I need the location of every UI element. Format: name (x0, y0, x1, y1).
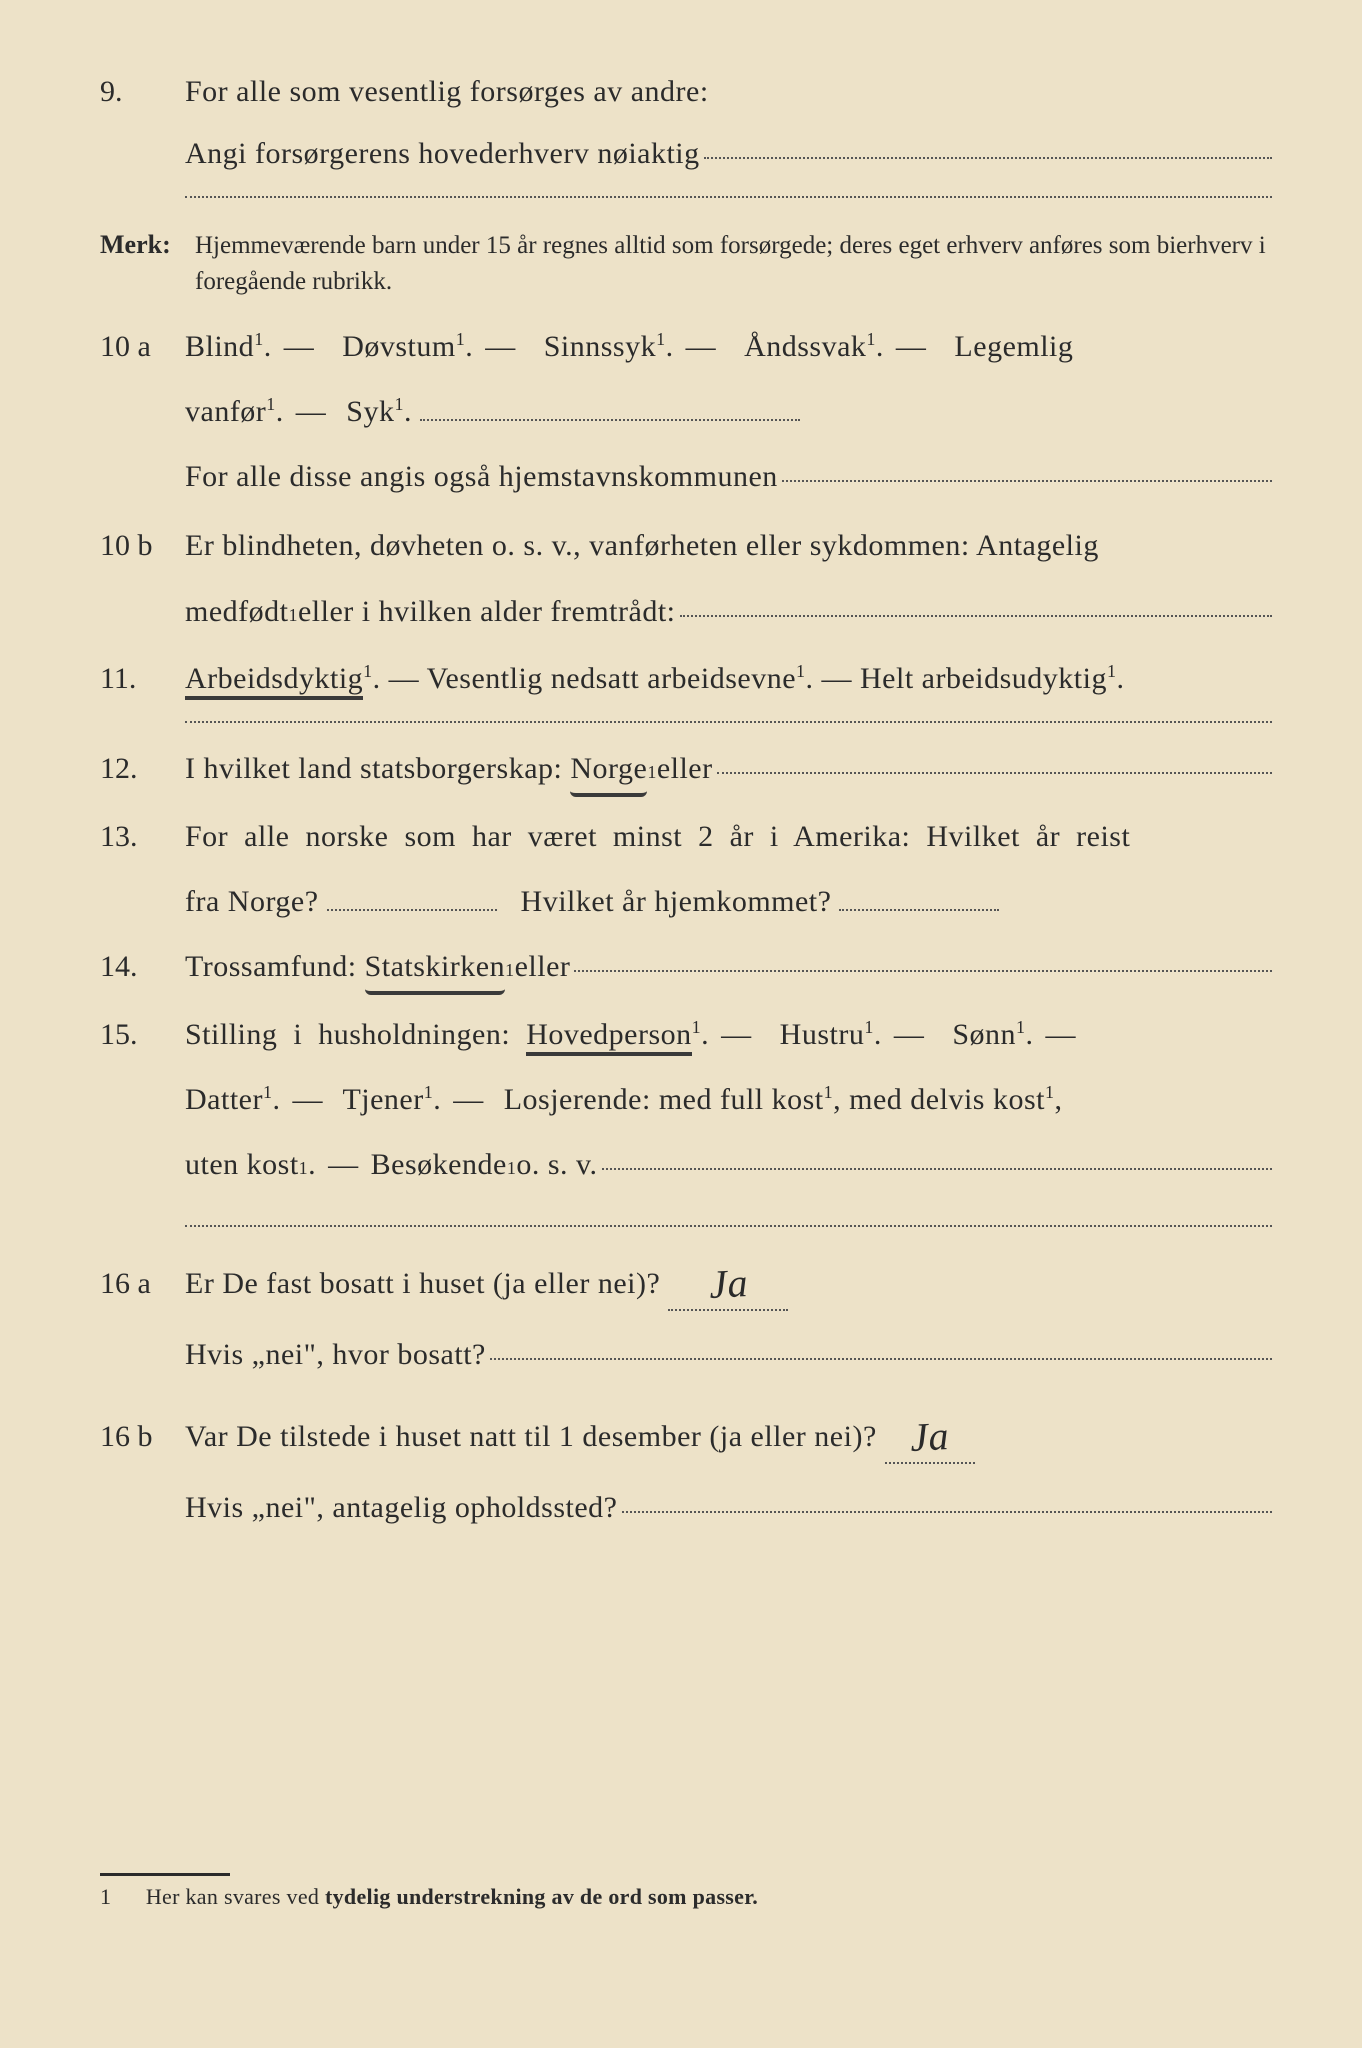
q10a-number: 10 a (100, 325, 185, 369)
q15-hovedperson: Hovedperson (526, 1018, 691, 1056)
divider-11 (185, 720, 1272, 723)
q15-fill[interactable] (602, 1168, 1272, 1170)
q16a-number: 16 a (100, 1262, 185, 1306)
q9-row: 9. For alle som vesentlig forsørges av a… (100, 70, 1272, 175)
q10a-row: 10 a Blind1.— Døvstum1.— Sinnssyk1.— Ånd… (100, 325, 1272, 369)
q12-row: 12. I hvilket land statsborgerskap: Norg… (100, 747, 1272, 797)
q9-line2: Angi forsørgerens hovederhverv nøiaktig (185, 132, 1272, 176)
q10a-fill[interactable] (420, 419, 800, 421)
q16b-body: Var De tilstede i huset natt til 1 desem… (185, 1404, 1272, 1464)
q14-row: 14. Trossamfund: Statskirken1 eller (100, 945, 1272, 995)
footnote-number: 1 (100, 1884, 140, 1910)
q11-row: 11. Arbeidsdyktig1. — Vesentlig nedsatt … (100, 657, 1272, 701)
q10b-number: 10 b (100, 524, 185, 568)
q16b-fill[interactable] (622, 1511, 1273, 1513)
q10b-fill[interactable] (680, 615, 1273, 617)
q13-fill2[interactable] (839, 909, 999, 911)
q9-number: 9. (100, 70, 185, 114)
q16b-row: 16 b Var De tilstede i huset natt til 1 … (100, 1404, 1272, 1464)
q16a-answer: Ja (708, 1254, 750, 1314)
q15-number: 15. (100, 1013, 185, 1057)
divider-15 (185, 1224, 1272, 1227)
q11-arbeidsdyktig: Arbeidsdyktig (185, 662, 363, 700)
q10b-row: 10 b Er blindheten, døvheten o. s. v., v… (100, 524, 1272, 568)
q13-line2: fra Norge? Hvilket år hjemkommet? (185, 876, 1272, 927)
q10a-line2: vanfør1.— Syk1. (185, 386, 1272, 437)
q13-number: 13. (100, 815, 185, 859)
q12-fill[interactable] (717, 772, 1272, 774)
q15-body: Stilling i husholdningen: Hovedperson1.—… (185, 1013, 1272, 1057)
q9-blank-line[interactable] (185, 195, 1272, 198)
q13-row: 13. For alle norske som har været minst … (100, 815, 1272, 859)
q15-line2: Datter1.— Tjener1.— Losjerende: med full… (185, 1074, 1272, 1125)
q13-body: For alle norske som har været minst 2 år… (185, 815, 1272, 859)
q16a-line2: Hvis „nei", hvor bosatt? (185, 1329, 1272, 1380)
q14-number: 14. (100, 945, 185, 989)
q16b-answer: Ja (909, 1407, 951, 1467)
q16b-number: 16 b (100, 1415, 185, 1459)
merk-label: Merk: (100, 230, 195, 260)
q10a-body: Blind1.— Døvstum1.— Sinnssyk1.— Åndssvak… (185, 325, 1272, 369)
footnote-rule (100, 1873, 230, 1876)
q16a-body: Er De fast bosatt i huset (ja eller nei)… (185, 1251, 1272, 1311)
q16a-fill[interactable] (490, 1358, 1272, 1360)
q16b-answer-field[interactable]: Ja (885, 1404, 975, 1464)
q12-body: I hvilket land statsborgerskap: Norge1 e… (185, 747, 1272, 797)
q11-body: Arbeidsdyktig1. — Vesentlig nedsatt arbe… (185, 657, 1272, 701)
q11-number: 11. (100, 657, 185, 701)
footnote: 1 Her kan svares ved tydelig understrekn… (100, 1884, 1272, 1910)
q16a-answer-field[interactable]: Ja (668, 1251, 788, 1311)
q13-fill1[interactable] (327, 909, 497, 911)
q10b-line2: medfødt1 eller i hvilken alder fremtrådt… (185, 586, 1272, 637)
q16b-line2: Hvis „nei", antagelig opholdssted? (185, 1482, 1272, 1533)
q14-statskirken: Statskirken (365, 945, 506, 995)
q12-number: 12. (100, 747, 185, 791)
q10a-line3: For alle disse angis også hjemstavnskomm… (185, 451, 1272, 502)
q9-fill[interactable] (704, 157, 1272, 159)
q15-line3: uten kost1.— Besøkende1 o. s. v. (185, 1139, 1272, 1190)
q15-row: 15. Stilling i husholdningen: Hovedperso… (100, 1013, 1272, 1057)
q9-line1: For alle som vesentlig forsørges av andr… (185, 70, 1272, 114)
q16a-row: 16 a Er De fast bosatt i huset (ja eller… (100, 1251, 1272, 1311)
q10a-fill2[interactable] (782, 480, 1272, 482)
q14-fill[interactable] (574, 970, 1272, 972)
q10b-body: Er blindheten, døvheten o. s. v., vanfør… (185, 524, 1272, 568)
q14-body: Trossamfund: Statskirken1 eller (185, 945, 1272, 995)
q12-norge: Norge (570, 747, 647, 797)
merk-body: Hjemmeværende barn under 15 år regnes al… (195, 228, 1272, 301)
census-form-page: 9. For alle som vesentlig forsørges av a… (0, 0, 1362, 2048)
q9-body: For alle som vesentlig forsørges av andr… (185, 70, 1272, 175)
merk-row: Merk: Hjemmeværende barn under 15 år reg… (100, 228, 1272, 301)
